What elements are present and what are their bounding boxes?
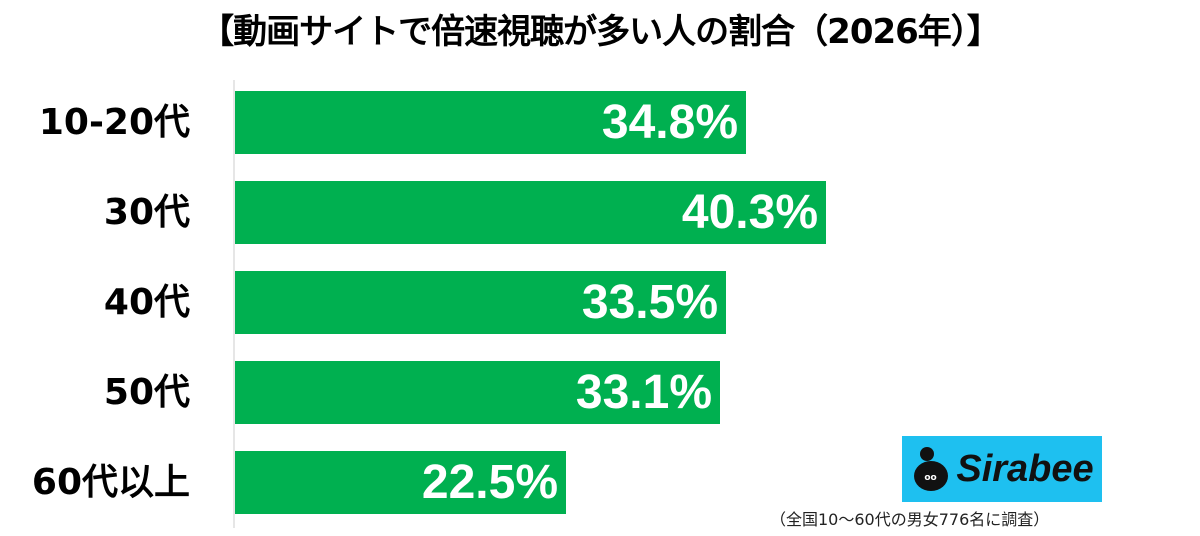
category-label: 50代 [103, 372, 190, 413]
chart-title: 【動画サイトで倍速視聴が多い人の割合（2026年）】 [200, 12, 1001, 52]
category-label: 30代 [103, 192, 190, 233]
bar: 33.1% [235, 361, 720, 424]
sirabee-mascot-icon: oo [910, 447, 950, 491]
logo-text: Sirabee [956, 447, 1094, 490]
category-label: 40代 [103, 282, 190, 323]
bar-value-label: 22.5% [421, 456, 558, 509]
bar: 22.5% [235, 451, 566, 514]
category-label: 60代以上 [31, 462, 190, 503]
bar: 34.8% [235, 91, 746, 154]
bar-value-label: 33.1% [575, 366, 712, 419]
sirabee-logo: oo Sirabee [902, 436, 1102, 502]
bar: 40.3% [235, 181, 826, 244]
bar-value-label: 33.5% [581, 276, 718, 329]
category-label: 10-20代 [38, 102, 190, 143]
survey-note: （全国10〜60代の男女776名に調査） [770, 510, 1050, 529]
y-axis-line [233, 80, 235, 528]
bar: 33.5% [235, 271, 726, 334]
bar-value-label: 40.3% [681, 186, 818, 239]
bar-value-label: 34.8% [601, 96, 738, 149]
